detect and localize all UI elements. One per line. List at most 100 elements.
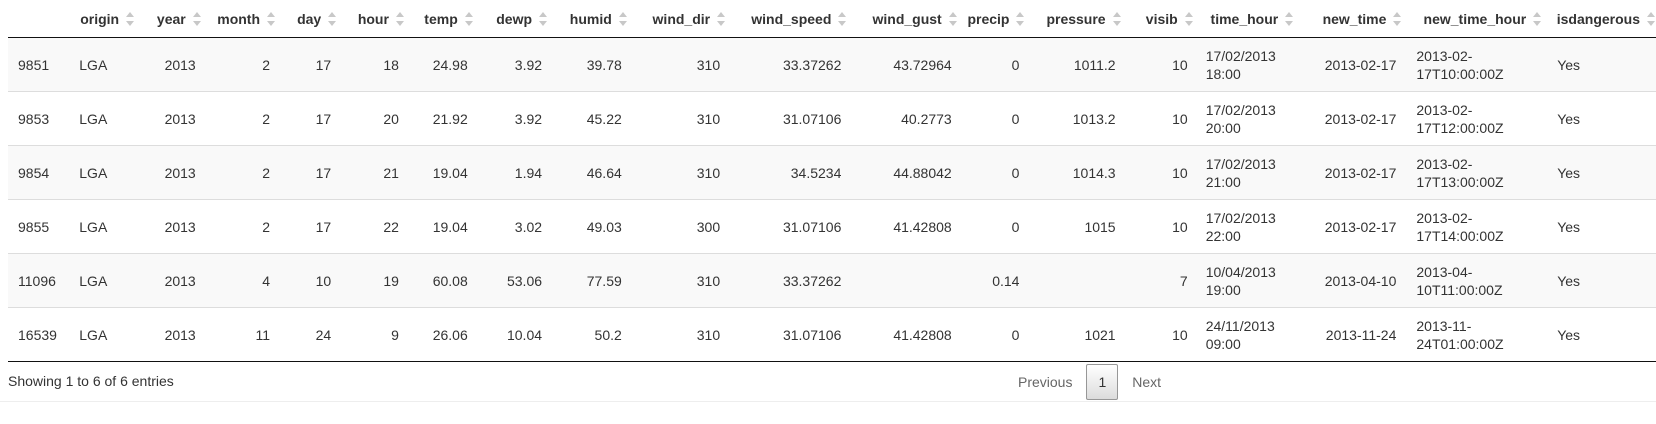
sort-both-icon [192,12,201,26]
sort-both-icon [1533,12,1542,26]
cell-dewp: 3.02 [477,199,553,254]
column-header-visib[interactable]: visib [1125,0,1198,38]
cell-precip: 0.14 [961,253,1030,308]
cell-humid: 77.59 [552,253,632,308]
cell-isdangerous: Yes [1546,253,1656,308]
column-header-pressure[interactable]: pressure [1029,0,1126,38]
cell-rowid: 9854 [8,145,71,200]
sort-both-icon [126,12,135,26]
column-header-day[interactable]: day [280,0,342,38]
cell-temp: 24.98 [432,56,468,73]
cell-rowid: 9851 [18,56,50,73]
table-body: 9851 LGA 2013 2 17 18 24.98 3.92 39.78 310 33.3726… [8,37,1656,362]
cell-temp: 26.06 [408,307,478,362]
table-row: 9855 LGA 2013 2 17 22 19.04 3.02 49.03 300 31.0710… [8,199,1656,254]
sort-both-icon [717,12,726,26]
sort-both-icon [618,12,627,26]
cell-dewp: 3.92 [514,56,543,73]
cell-isdangerous: Yes [1557,56,1581,73]
column-header-label: day [297,10,322,27]
sort-both-icon [1016,12,1025,26]
cell-new-time: 2013-02-17 [1298,145,1407,200]
column-header-label: hour [357,10,389,27]
pagination: Previous 1 Next [1006,364,1173,400]
cell-wind-gust: 44.88042 [851,145,962,200]
cell-precip: 0 [961,145,1030,200]
cell-day: 17 [280,199,342,254]
cell-humid: 49.03 [552,199,632,254]
cell-wind-gust: 40.2773 [851,91,962,146]
cell-time-hour: 24/11/2013 09:00 [1197,307,1299,362]
cell-year: 2013 [164,56,196,73]
cell-wind-dir: 300 [631,199,731,254]
table-row: 9853 LGA 2013 2 17 20 21.92 3.92 45.22 310 31.0710… [8,91,1656,146]
cell-new-time-hour: 2013-02- 17T14:00:00Z [1406,199,1547,254]
bottom-divider [0,401,1656,402]
column-header-wind-gust[interactable]: wind_gust [851,0,962,38]
cell-origin: LGA [70,253,140,308]
cell-visib: 10 [1125,199,1198,254]
column-header-label: new_time [1322,10,1387,27]
column-header-dewp[interactable]: dewp [477,0,553,38]
page-1-button[interactable]: 1 [1086,364,1119,400]
column-header-year[interactable]: year [139,0,206,38]
cell-pressure: 1015 [1029,199,1126,254]
sort-both-icon [267,12,276,26]
cell-new-time: 2013-04-10 [1298,253,1407,308]
cell-time-hour: 17/02/2013 20:00 [1197,91,1299,146]
cell-wind-speed: 34.5234 [730,145,852,200]
cell-day: 17 [315,56,332,73]
next-button[interactable]: Next [1132,374,1162,390]
cell-precip: 0 [961,199,1030,254]
sort-both-icon [1285,12,1294,26]
cell-isdangerous: Yes [1546,199,1656,254]
sort-both-icon [328,12,337,26]
cell-humid: 46.64 [552,145,632,200]
cell-rowid: 9853 [8,91,71,146]
cell-new-time: 2013-02-17 [1298,91,1407,146]
column-header-isdangerous[interactable]: isdangerous [1546,0,1656,38]
column-header-month[interactable]: month [205,0,281,38]
sort-both-icon [1112,12,1121,26]
cell-precip: 0 [1011,56,1020,73]
cell-month: 4 [205,253,281,308]
column-header-label: humid [569,10,612,27]
cell-new-time-hour: 2013-04- 10T11:00:00Z [1406,253,1547,308]
cell-month: 11 [205,307,281,362]
cell-rowid: 16539 [8,307,71,362]
column-header-origin[interactable]: origin [70,0,140,38]
column-header-new-time[interactable]: new_time [1298,0,1407,38]
column-header-humid[interactable]: humid [552,0,632,38]
cell-origin: LGA [70,307,140,362]
cell-year: 2013 [139,253,206,308]
column-header-temp[interactable]: temp [408,0,478,38]
cell-new-time-hour: 2013-02- 17T12:00:00Z [1406,91,1547,146]
column-header-label: dewp [496,10,533,27]
column-header-wind-dir[interactable]: wind_dir [631,0,731,38]
column-header-new-time-hour[interactable]: new_time_hour [1406,0,1547,38]
cell-wind-dir: 310 [631,253,731,308]
cell-new-time: 2013-02-17 [1298,199,1407,254]
column-header-hour[interactable]: hour [341,0,409,38]
cell-precip: 0 [961,91,1030,146]
cell-wind-speed: 31.07106 [730,91,852,146]
cell-humid: 45.22 [552,91,632,146]
cell-day: 17 [280,145,342,200]
column-header-label: pressure [1046,10,1106,27]
column-header-precip[interactable]: precip [961,0,1030,38]
cell-pressure: 1011.2 [1073,56,1116,73]
cell-hour: 21 [341,145,409,200]
cell-hour: 22 [341,199,409,254]
previous-button[interactable]: Previous [1018,374,1073,390]
column-header-label: new_time_hour [1423,10,1527,27]
cell-visib: 7 [1125,253,1198,308]
cell-wind-speed: 33.37262 [730,253,852,308]
cell-year: 2013 [139,145,206,200]
cell-origin: LGA [70,199,140,254]
cell-pressure: 1021 [1029,307,1126,362]
sort-both-icon [838,12,847,26]
column-header-wind-speed[interactable]: wind_speed [730,0,852,38]
column-header-label: month [217,10,261,27]
column-header-time-hour[interactable]: time_hour [1197,0,1299,38]
table-header-row: origin year month day hour temp dewp humid wind_… [8,0,1656,38]
